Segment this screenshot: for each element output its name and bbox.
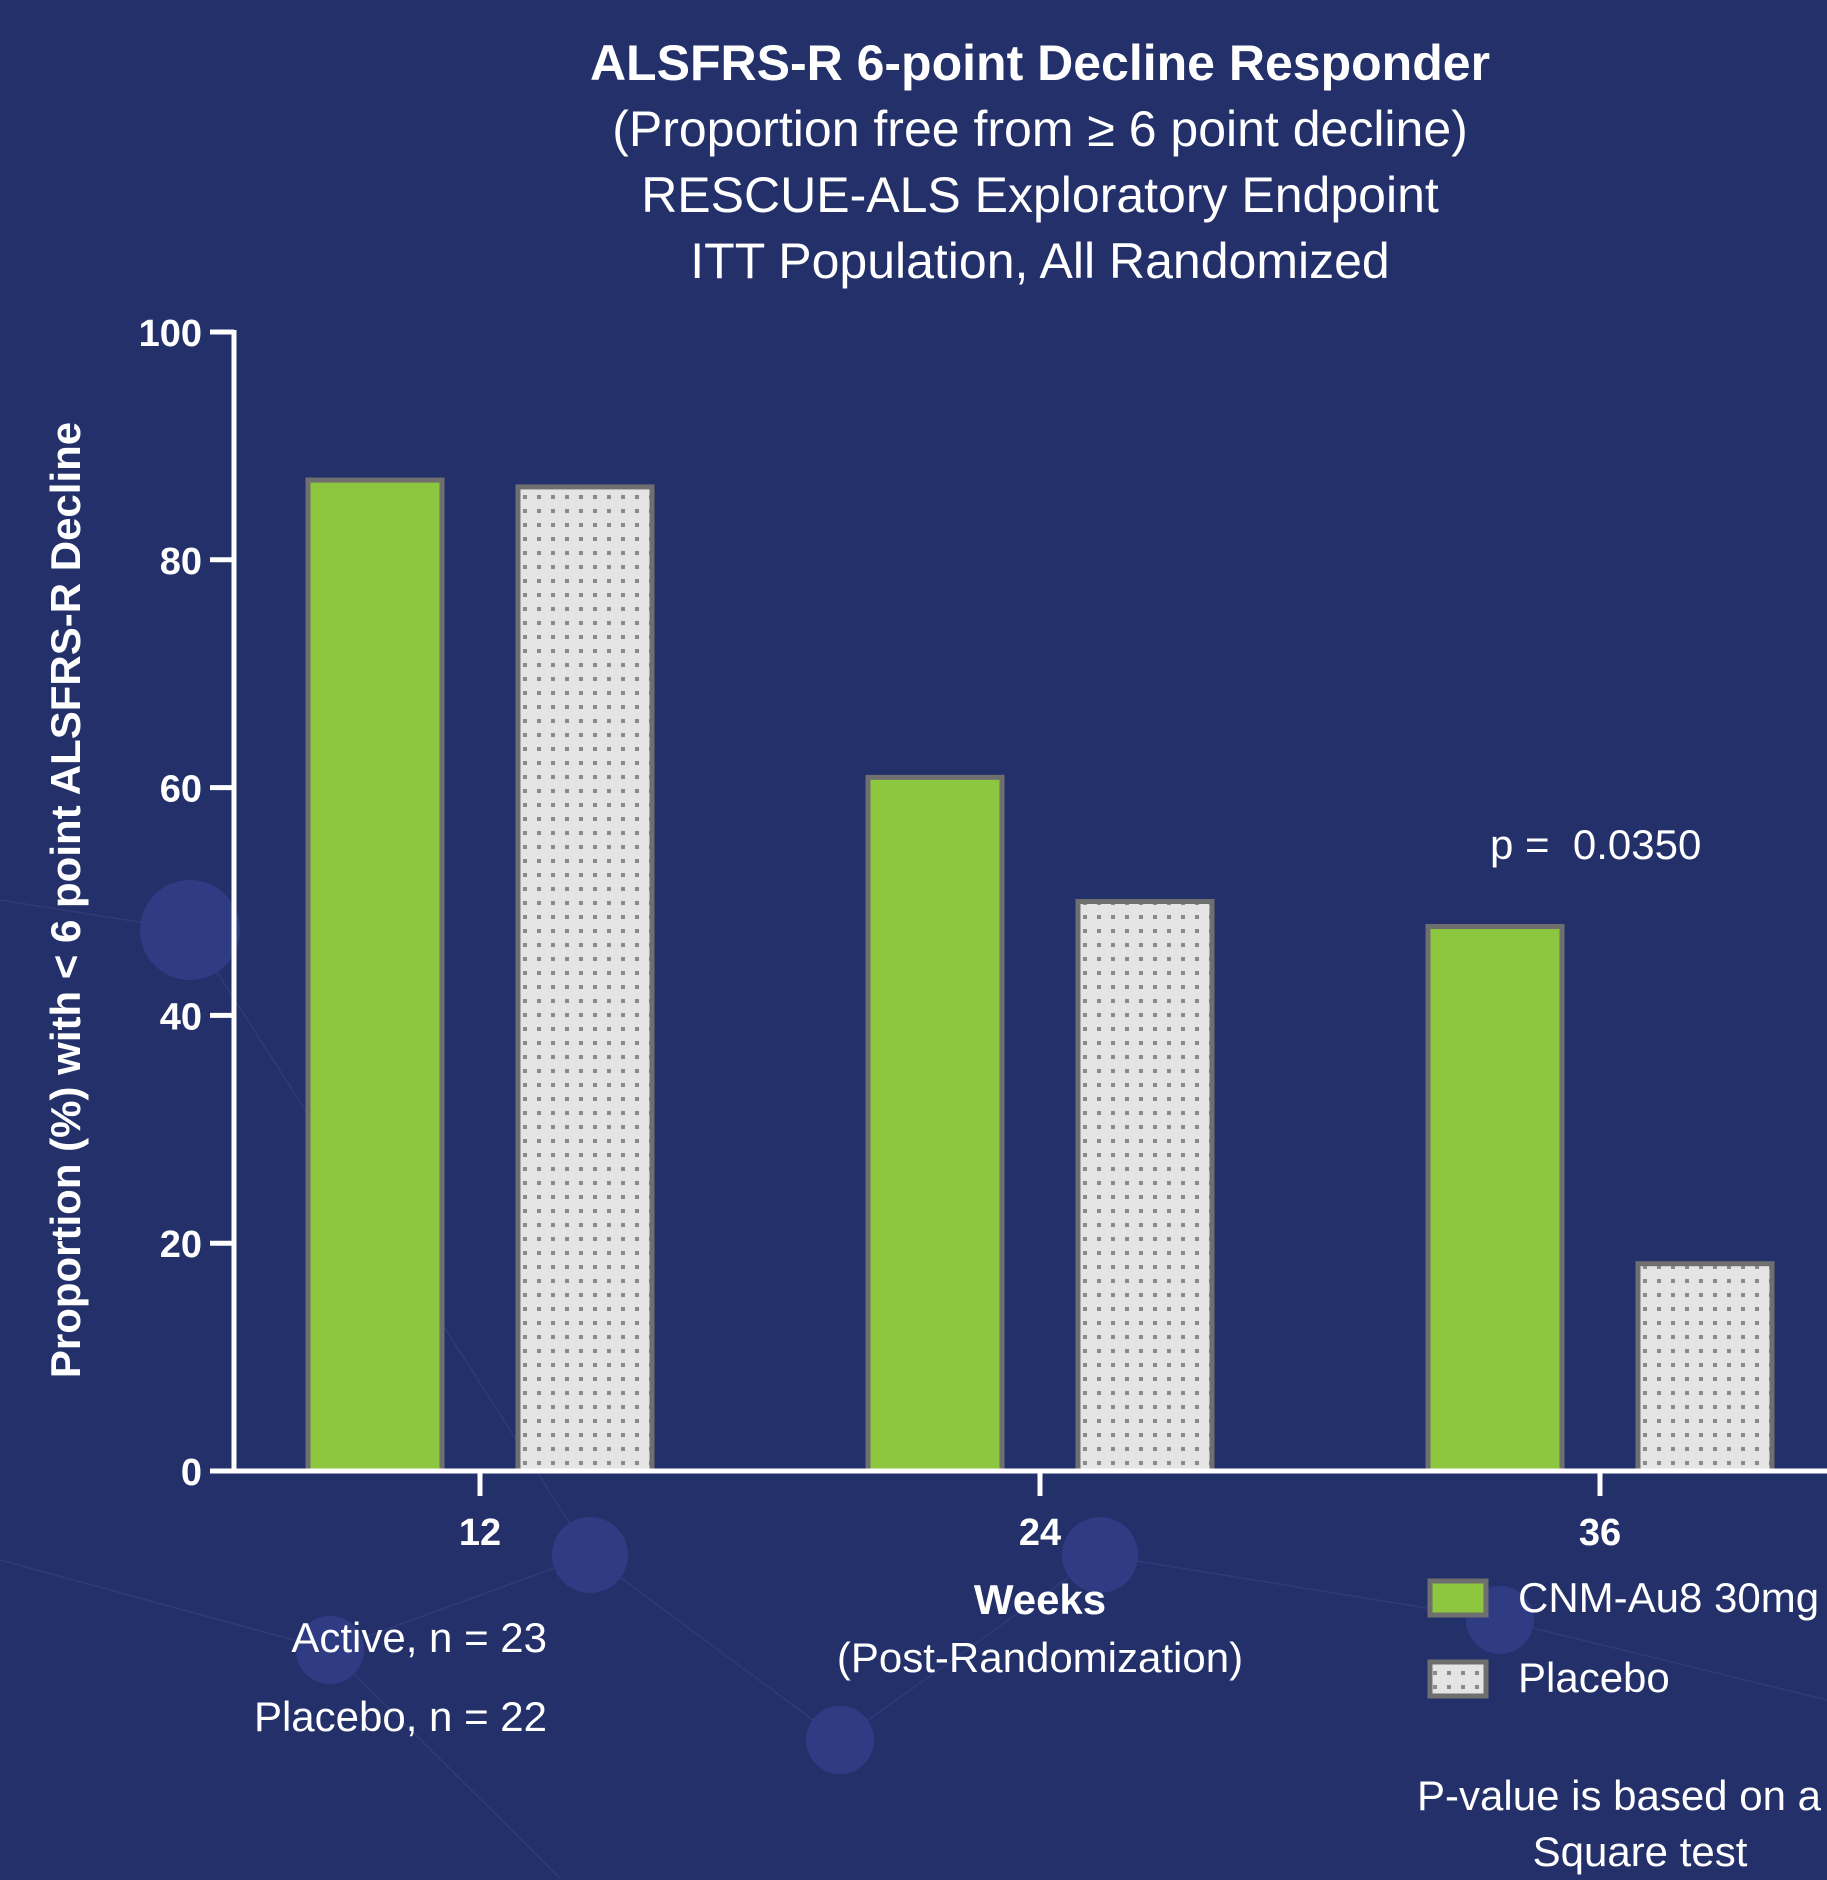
legend-swatch-placebo bbox=[1427, 1659, 1489, 1699]
x-tick-label: 24 bbox=[1019, 1512, 1061, 1554]
active-n-label: Active, n = 23 bbox=[291, 1614, 547, 1661]
chart-title: ALSFRS-R 6-point Decline Responder bbox=[589, 35, 1491, 91]
y-tick-label: 0 bbox=[181, 1452, 202, 1494]
chart-title-block: ALSFRS-R 6-point Decline Responder (Prop… bbox=[0, 30, 1827, 294]
bar-cnm-au8-week-12 bbox=[305, 477, 445, 1474]
x-tick-label: 36 bbox=[1579, 1512, 1621, 1554]
placebo-n-label: Placebo, n = 22 bbox=[254, 1693, 547, 1740]
bar-cnm-au8-week-24 bbox=[865, 774, 1005, 1474]
y-tick-label: 80 bbox=[160, 541, 202, 583]
legend: CNM-Au8 30mg Placebo bbox=[1427, 1574, 1819, 1701]
y-tick-label: 40 bbox=[160, 996, 202, 1038]
legend-label-placebo: Placebo bbox=[1518, 1654, 1670, 1701]
x-tick-label: 12 bbox=[459, 1512, 501, 1554]
bar-placebo-week-24 bbox=[1075, 899, 1215, 1474]
chart-subtitle-1: (Proportion free from ≥ 6 point decline) bbox=[612, 101, 1468, 157]
x-axis-title: Weeks bbox=[974, 1576, 1106, 1623]
bar-cnm-au8-week-36 bbox=[1425, 924, 1565, 1474]
p-value-annotation: p = 0.0350 bbox=[1490, 821, 1701, 868]
y-tick-label: 60 bbox=[160, 769, 202, 811]
footnote: P-value is based on a C Square test bbox=[1300, 1768, 1827, 1880]
chart-subtitle-2: RESCUE-ALS Exploratory Endpoint bbox=[641, 167, 1439, 223]
y-tick-label: 20 bbox=[160, 1224, 202, 1266]
legend-label-cnm-au8: CNM-Au8 30mg bbox=[1518, 1574, 1819, 1621]
chart-subtitle-3: ITT Population, All Randomized bbox=[690, 233, 1390, 289]
y-tick-label: 100 bbox=[139, 313, 202, 355]
bar-placebo-week-12 bbox=[515, 484, 655, 1474]
footnote-line-1: P-value is based on a C bbox=[1417, 1772, 1827, 1819]
legend-swatch-cnm-au8 bbox=[1427, 1578, 1489, 1618]
y-axis-title: Proportion (%) with < 6 point ALSFRS-R D… bbox=[42, 422, 89, 1378]
footnote-line-2: Square test bbox=[1532, 1828, 1748, 1875]
bar-placebo-week-36 bbox=[1635, 1261, 1775, 1474]
x-axis-subtitle: (Post-Randomization) bbox=[837, 1634, 1243, 1681]
